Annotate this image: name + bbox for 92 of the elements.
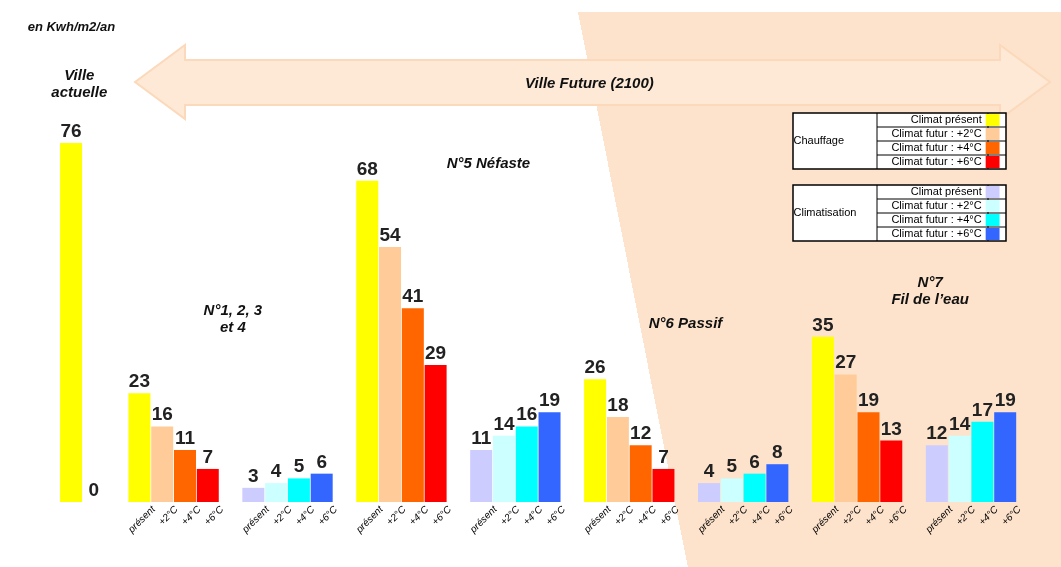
bar [401, 308, 424, 502]
x-tick-label: +2°C [383, 502, 409, 528]
data-label: 17 [971, 398, 993, 420]
bar [652, 468, 675, 502]
data-label: 26 [584, 356, 606, 378]
data-label: 29 [425, 342, 447, 364]
bar [265, 483, 288, 502]
bar [880, 440, 903, 502]
x-tick-label: +6°C [999, 502, 1024, 528]
bar [515, 426, 538, 502]
bar [287, 478, 310, 502]
legend-label: Climat futur : +2°C [891, 127, 982, 139]
data-label: 7 [202, 445, 214, 467]
x-tick-label: +6°C [771, 502, 796, 528]
data-label: 41 [402, 285, 424, 307]
data-label: 14 [493, 412, 515, 434]
data-label: 5 [293, 455, 305, 477]
data-label: 54 [379, 223, 402, 245]
data-label: 11 [174, 427, 196, 449]
data-label: 76 [60, 120, 82, 141]
x-tick-label: +4°C [178, 502, 204, 528]
text: en Kwh/m2/an [27, 19, 116, 34]
text: Ville actuelle [51, 66, 108, 100]
bar [379, 246, 402, 502]
bar [720, 478, 743, 502]
legend-label: Climat futur : +6°C [891, 155, 982, 167]
bar [994, 412, 1017, 502]
annotation: N°5 Néfaste [446, 154, 531, 171]
data-label: 35 [812, 313, 834, 335]
x-tick-label: +6°C [885, 502, 910, 528]
data-label: 7 [658, 445, 669, 467]
data-label: 4 [703, 460, 715, 482]
data-label: 3 [248, 464, 259, 486]
x-tick-label: +6°C [657, 502, 682, 528]
data-label: 6 [749, 450, 760, 472]
annotation: N°7 Fil de l’eau [891, 273, 969, 307]
bar [538, 412, 561, 502]
annotation: N°1, 2, 3 et 4 [203, 301, 263, 335]
legend-label: Climat futur : +4°C [891, 141, 982, 153]
bar [629, 445, 652, 502]
bar [173, 450, 196, 502]
data-label: 14 [949, 412, 971, 434]
bar [925, 445, 948, 502]
bar [196, 468, 219, 502]
bar [743, 473, 766, 502]
x-tick-label: +4°C [976, 502, 1001, 528]
bar [128, 393, 151, 502]
data-label: 12 [630, 422, 652, 444]
data-label: 12 [926, 422, 948, 444]
data-label: 68 [356, 157, 378, 179]
data-label: 23 [128, 370, 150, 392]
bar [151, 426, 174, 502]
data-label: 6 [316, 450, 327, 472]
bar [470, 450, 493, 502]
bar [766, 464, 789, 502]
bar [584, 379, 607, 502]
data-label: 19 [857, 389, 880, 411]
data-label: 27 [835, 351, 857, 373]
data-label: 13 [880, 417, 902, 439]
data-label: 19 [994, 389, 1016, 411]
data-label: 16 [516, 403, 538, 425]
bar [492, 435, 515, 502]
text: Ville Future (2100) [525, 74, 654, 91]
data-label: 16 [151, 403, 173, 425]
data-label: 18 [607, 393, 629, 415]
data-label: 5 [726, 455, 738, 477]
legend-label: Climat présent [910, 185, 982, 197]
bar [698, 483, 721, 502]
annotation: N°6 Passif [648, 314, 725, 331]
bar [811, 336, 834, 502]
bar [606, 416, 629, 502]
bar [424, 365, 447, 502]
annotation: Chauffage [793, 134, 845, 146]
legend-label: Climat présent [910, 113, 982, 125]
data-label: 8 [772, 441, 783, 463]
bar [356, 180, 379, 502]
bar [834, 374, 857, 502]
bar [242, 487, 265, 502]
bar [971, 421, 994, 502]
legend-label: Climat futur : +4°C [891, 213, 982, 225]
bar [948, 435, 971, 502]
annotation: Climatisation [793, 206, 857, 218]
legend-label: Climat futur : +2°C [891, 199, 982, 211]
bar [857, 412, 880, 502]
data-label: 0 [88, 479, 100, 500]
data-label: 11 [471, 427, 492, 449]
bar [310, 473, 333, 502]
data-label: 4 [270, 460, 282, 482]
x-tick-label: +2°C [270, 502, 295, 528]
x-tick-label: +2°C [156, 502, 181, 528]
data-label: 19 [538, 389, 561, 411]
legend-label: Climat futur : +6°C [891, 227, 982, 239]
